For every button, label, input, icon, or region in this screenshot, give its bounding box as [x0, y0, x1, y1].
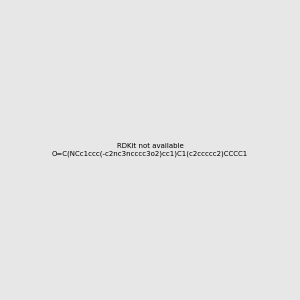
Text: RDKit not available
O=C(NCc1ccc(-c2nc3ncccc3o2)cc1)C1(c2ccccc2)CCCC1: RDKit not available O=C(NCc1ccc(-c2nc3nc…	[52, 143, 248, 157]
